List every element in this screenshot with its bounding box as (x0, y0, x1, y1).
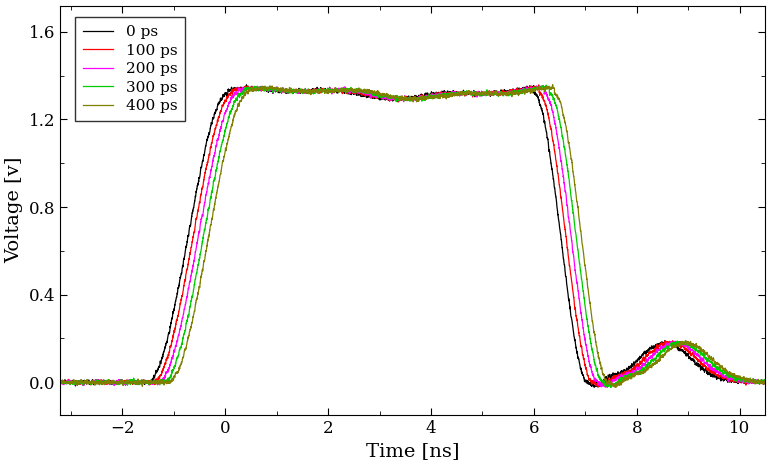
0 ps (590, 384, 599, 390)
100 ps (761, 380, 770, 385)
300 ps (613, 379, 622, 384)
0 ps (466, 90, 476, 96)
100 ps (76, 379, 86, 385)
300 ps (498, 92, 507, 98)
0 ps (498, 91, 507, 96)
100 ps (40, 379, 49, 384)
300 ps (466, 91, 476, 96)
300 ps (76, 380, 86, 386)
200 ps (40, 379, 49, 384)
300 ps (606, 384, 615, 390)
200 ps (466, 91, 476, 97)
400 ps (611, 384, 621, 390)
0 ps (40, 379, 49, 384)
400 ps (548, 82, 557, 88)
400 ps (76, 378, 86, 384)
100 ps (301, 90, 311, 96)
300 ps (574, 258, 584, 264)
200 ps (498, 90, 507, 96)
400 ps (761, 379, 770, 385)
200 ps (532, 83, 541, 89)
200 ps (613, 374, 622, 380)
200 ps (761, 380, 770, 385)
100 ps (594, 384, 603, 390)
Y-axis label: Voltage [v]: Voltage [v] (5, 157, 24, 263)
100 ps (534, 82, 544, 88)
200 ps (301, 88, 311, 94)
200 ps (76, 378, 86, 384)
Line: 300 ps: 300 ps (45, 85, 766, 387)
300 ps (761, 380, 770, 385)
0 ps (76, 378, 86, 384)
Line: 100 ps: 100 ps (45, 85, 766, 387)
400 ps (613, 382, 622, 387)
100 ps (613, 373, 622, 378)
300 ps (40, 380, 49, 385)
400 ps (466, 89, 476, 94)
400 ps (40, 379, 49, 384)
400 ps (301, 88, 311, 94)
100 ps (498, 89, 507, 95)
400 ps (574, 218, 584, 223)
Legend: 0 ps, 100 ps, 200 ps, 300 ps, 400 ps: 0 ps, 100 ps, 200 ps, 300 ps, 400 ps (75, 17, 185, 121)
Line: 200 ps: 200 ps (45, 86, 766, 387)
300 ps (541, 82, 550, 88)
0 ps (761, 378, 770, 384)
300 ps (301, 89, 311, 95)
200 ps (602, 384, 611, 390)
200 ps (574, 296, 584, 302)
100 ps (574, 333, 584, 338)
Line: 0 ps: 0 ps (45, 85, 766, 387)
100 ps (466, 89, 476, 95)
0 ps (613, 370, 622, 375)
X-axis label: Time [ns]: Time [ns] (366, 442, 460, 460)
400 ps (498, 91, 507, 97)
0 ps (574, 359, 584, 364)
Line: 400 ps: 400 ps (45, 85, 766, 387)
0 ps (301, 89, 311, 94)
0 ps (242, 82, 251, 88)
